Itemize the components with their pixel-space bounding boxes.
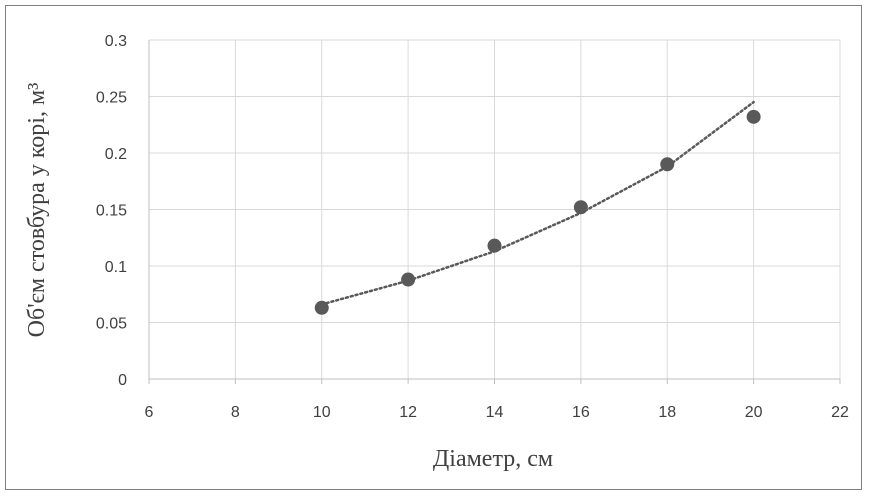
x-tick-label: 20 (745, 404, 763, 421)
x-tick-label: 10 (313, 404, 331, 421)
y-axis-title: Об'єм стовбура у корі, м³ (24, 83, 50, 338)
y-tick-label: 0.15 (96, 203, 127, 220)
chart-frame (5, 5, 862, 490)
y-tick-label: 0 (118, 372, 127, 389)
x-tick-label: 22 (831, 404, 849, 421)
x-tick-label: 12 (399, 404, 417, 421)
x-tick-label: 6 (145, 404, 154, 421)
data-point (573, 200, 588, 215)
y-tick-label: 0.3 (105, 33, 127, 50)
y-tick-label: 0.05 (96, 316, 127, 333)
x-tick-label: 8 (231, 404, 240, 421)
data-point (746, 109, 761, 124)
trendline (320, 100, 755, 306)
x-tick-label: 14 (486, 404, 504, 421)
axes (148, 40, 841, 384)
gridlines (149, 39, 841, 379)
data-point (401, 272, 416, 287)
data-points (314, 109, 761, 315)
x-tick-label: 16 (572, 404, 590, 421)
y-tick-label: 0.25 (96, 90, 127, 107)
data-point (487, 238, 502, 253)
x-tick-label: 18 (658, 404, 676, 421)
data-point (314, 300, 329, 315)
y-tick-label: 0.2 (105, 146, 127, 163)
x-axis-title: Діаметр, см (433, 446, 553, 472)
y-tick-labels: 0 0.05 0.1 0.15 0.2 0.25 0.3 (96, 33, 127, 389)
y-tick-label: 0.1 (105, 259, 127, 276)
data-point (660, 157, 675, 172)
x-tick-labels: 6 8 10 12 14 16 18 20 22 (145, 404, 849, 421)
